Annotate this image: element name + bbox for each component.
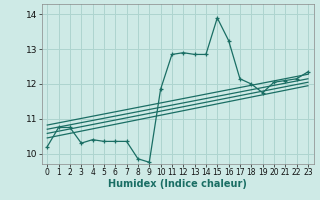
X-axis label: Humidex (Indice chaleur): Humidex (Indice chaleur) <box>108 179 247 189</box>
